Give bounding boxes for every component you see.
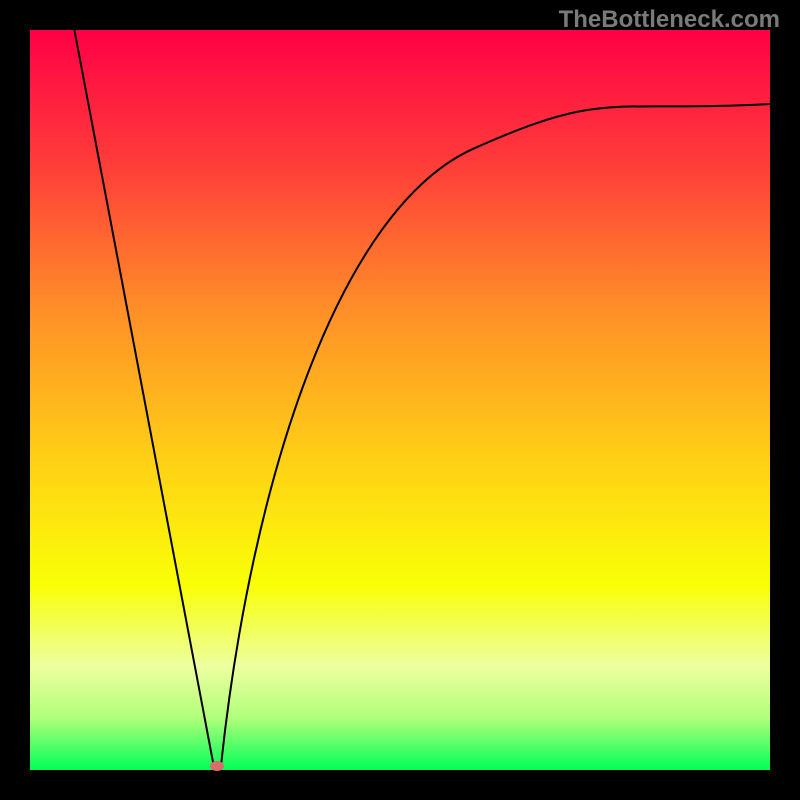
curve-right-segment bbox=[221, 104, 770, 766]
chart-frame: TheBottleneck.com bbox=[0, 0, 800, 800]
bottleneck-curve bbox=[30, 30, 770, 770]
plot-area bbox=[30, 30, 770, 770]
watermark-text: TheBottleneck.com bbox=[559, 6, 780, 34]
vertex-marker bbox=[210, 761, 224, 771]
curve-left-segment bbox=[74, 30, 213, 765]
